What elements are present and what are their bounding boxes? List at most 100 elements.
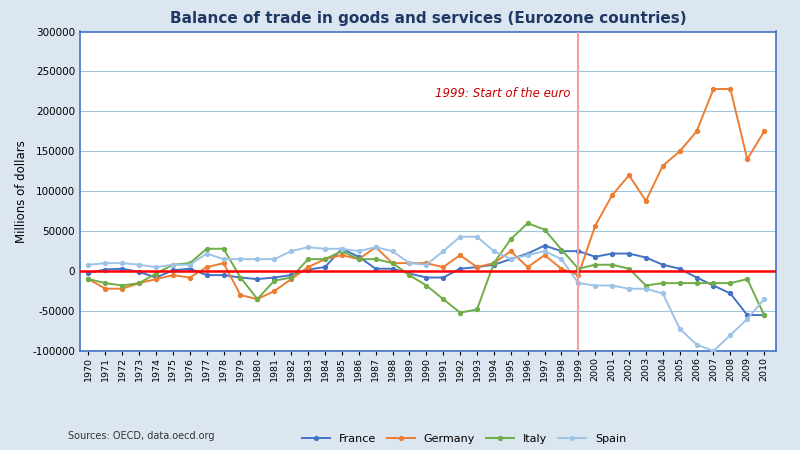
Italy <box>253 297 262 302</box>
Germany <box>151 276 161 282</box>
Spain <box>726 332 735 338</box>
France <box>286 272 296 278</box>
Spain <box>134 262 144 267</box>
Germany <box>574 272 583 278</box>
Italy <box>354 256 363 262</box>
Italy <box>202 246 211 252</box>
France <box>574 248 583 254</box>
Spain <box>151 265 161 270</box>
Y-axis label: Millions of dollars: Millions of dollars <box>15 140 28 243</box>
Line: Italy: Italy <box>86 221 766 317</box>
Spain <box>236 256 246 262</box>
France <box>253 276 262 282</box>
Spain <box>438 248 448 254</box>
France <box>759 312 769 318</box>
Spain <box>489 248 498 254</box>
Italy <box>506 237 515 242</box>
France <box>540 243 550 248</box>
France <box>388 266 398 271</box>
France <box>337 246 346 252</box>
Legend: France, Germany, Italy, Spain: France, Germany, Italy, Spain <box>298 430 630 449</box>
Spain <box>337 246 346 252</box>
Spain <box>641 286 650 292</box>
Italy <box>422 283 431 288</box>
Title: Balance of trade in goods and services (Eurozone countries): Balance of trade in goods and services (… <box>170 11 686 26</box>
Spain <box>118 261 127 266</box>
Italy <box>151 271 161 276</box>
Italy <box>523 220 533 226</box>
Spain <box>506 256 515 262</box>
Spain <box>658 291 668 296</box>
Spain <box>472 234 482 239</box>
France <box>709 283 718 288</box>
France <box>506 256 515 262</box>
Germany <box>270 288 279 294</box>
France <box>438 275 448 280</box>
Spain <box>303 244 313 250</box>
Germany <box>523 265 533 270</box>
Spain <box>624 286 634 292</box>
Germany <box>253 297 262 302</box>
France <box>692 275 702 280</box>
France <box>675 266 685 271</box>
Germany <box>607 193 617 198</box>
Germany <box>168 272 178 278</box>
Italy <box>540 227 550 232</box>
Text: Sources: OECD, data.oecd.org: Sources: OECD, data.oecd.org <box>68 431 214 441</box>
Germany <box>692 129 702 134</box>
Spain <box>675 326 685 331</box>
Italy <box>641 283 650 288</box>
France <box>236 275 246 280</box>
France <box>101 267 110 272</box>
Italy <box>185 261 194 266</box>
Germany <box>422 261 431 266</box>
Italy <box>726 280 735 286</box>
France <box>607 251 617 256</box>
Germany <box>202 265 211 270</box>
France <box>641 255 650 260</box>
Germany <box>84 276 94 282</box>
France <box>134 269 144 274</box>
Spain <box>320 246 330 252</box>
Germany <box>438 265 448 270</box>
Germany <box>354 256 363 262</box>
France <box>557 248 566 254</box>
France <box>472 265 482 270</box>
France <box>320 265 330 270</box>
Spain <box>540 248 550 254</box>
France <box>658 262 668 267</box>
Text: 1999: Start of the euro: 1999: Start of the euro <box>434 87 570 100</box>
Germany <box>320 256 330 262</box>
Italy <box>337 248 346 254</box>
Germany <box>624 172 634 178</box>
France <box>624 251 634 256</box>
Spain <box>84 262 94 267</box>
Germany <box>742 157 752 162</box>
Italy <box>557 247 566 252</box>
Italy <box>489 261 498 266</box>
Spain <box>286 248 296 254</box>
Germany <box>388 261 398 266</box>
Spain <box>557 256 566 262</box>
Germany <box>286 276 296 282</box>
France <box>202 272 211 278</box>
Italy <box>438 297 448 302</box>
Spain <box>590 283 600 288</box>
Germany <box>455 252 465 258</box>
Germany <box>303 265 313 270</box>
Spain <box>388 248 398 254</box>
France <box>354 254 363 260</box>
Spain <box>523 252 533 258</box>
Italy <box>218 246 228 252</box>
Spain <box>371 244 381 250</box>
Germany <box>506 248 515 254</box>
Germany <box>134 280 144 286</box>
Italy <box>134 280 144 286</box>
Spain <box>202 251 211 256</box>
Germany <box>641 198 650 203</box>
Italy <box>320 256 330 262</box>
Spain <box>405 261 414 266</box>
Germany <box>557 266 566 271</box>
France <box>118 266 127 271</box>
Spain <box>742 316 752 322</box>
